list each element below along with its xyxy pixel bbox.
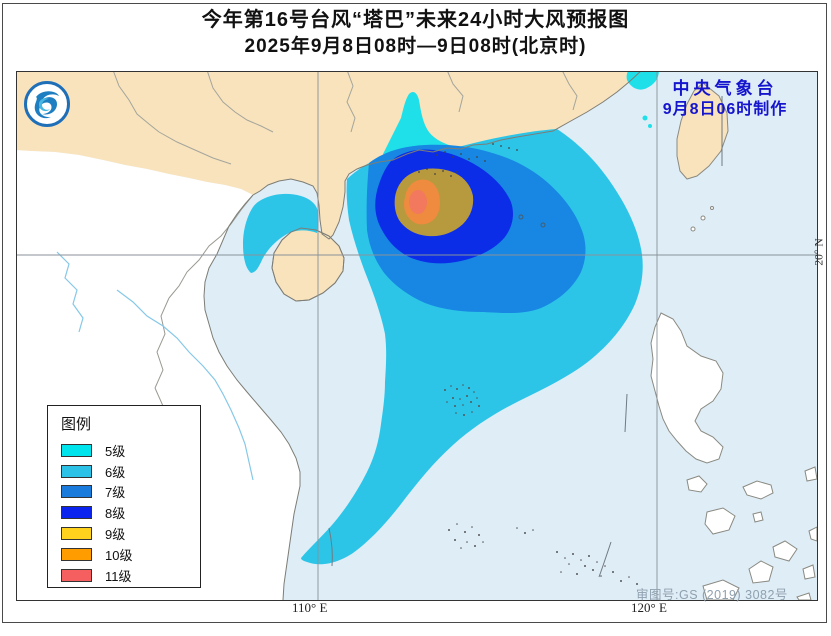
- legend-swatch-8: [61, 506, 92, 520]
- graticule: [17, 72, 817, 600]
- y-axis-tick-20n: 20° N: [813, 238, 826, 266]
- coastlines: [203, 72, 641, 600]
- legend-label-7: 7级: [105, 485, 126, 501]
- x-axis-tick-120e: 120° E: [631, 600, 667, 615]
- taiwan-island: [676, 82, 729, 180]
- legend-label-5: 5级: [105, 443, 126, 459]
- page-title: 今年第16号台风“塔巴”未来24小时大风预报图 2025年9月8日08时—9日0…: [0, 7, 831, 60]
- legend-label-11: 11级: [105, 568, 132, 584]
- spratly-islands: [448, 523, 638, 585]
- china-mainland: [17, 72, 640, 239]
- credit-agency: 中央气象台: [672, 79, 778, 98]
- map-approval-number: 审图号:GS (2019) 3082号: [636, 588, 788, 602]
- legend-row: 9级: [61, 523, 200, 544]
- province-borders: [113, 72, 578, 165]
- legend-swatch-10: [61, 547, 92, 561]
- legend-label-9: 9级: [105, 527, 126, 543]
- title-line-1: 今年第16号台风“塔巴”未来24小时大风预报图: [201, 9, 630, 31]
- wind-level-6-gulf-patch: [243, 193, 319, 273]
- credit-block: 中央气象台 9月8日06时制作: [650, 78, 800, 120]
- legend-row: 6级: [61, 461, 200, 482]
- legend-swatch-6: [61, 464, 92, 478]
- legend-row: 5级: [61, 440, 200, 461]
- legend-swatch-5: [61, 443, 92, 457]
- legend-swatch-9: [61, 527, 92, 541]
- x-axis-tick-110e: 110° E: [292, 600, 328, 615]
- legend: 图例 5级 6级 7级 8级 9级 10级 11级: [47, 405, 201, 588]
- cma-logo: [24, 81, 70, 127]
- cma-logo-swirl: [34, 91, 59, 119]
- legend-row: 11级: [61, 565, 200, 586]
- legend-swatch-7: [61, 485, 92, 499]
- legend-row: 7级: [61, 482, 200, 503]
- legend-row: 10级: [61, 544, 200, 565]
- legend-label-8: 8级: [105, 506, 126, 522]
- legend-row: 8级: [61, 502, 200, 523]
- cma-logo-swirl-inner: [39, 98, 50, 112]
- legend-label-6: 6级: [105, 464, 126, 480]
- paracel-islands: [444, 384, 480, 416]
- wind-level-11-core: [409, 190, 427, 214]
- islet-dots: [418, 143, 518, 177]
- pratas-islands: [518, 214, 546, 228]
- credit-issued-time: 9月8日06时制作: [662, 101, 788, 118]
- legend-label-10: 10级: [105, 547, 133, 563]
- boundary-segments: [328, 96, 723, 578]
- philippines-islands: [650, 206, 817, 600]
- legend-swatch-11: [61, 568, 92, 582]
- legend-title: 图例: [61, 416, 92, 433]
- title-line-2: 2025年9月8日08时—9日08时(北京时): [244, 36, 587, 57]
